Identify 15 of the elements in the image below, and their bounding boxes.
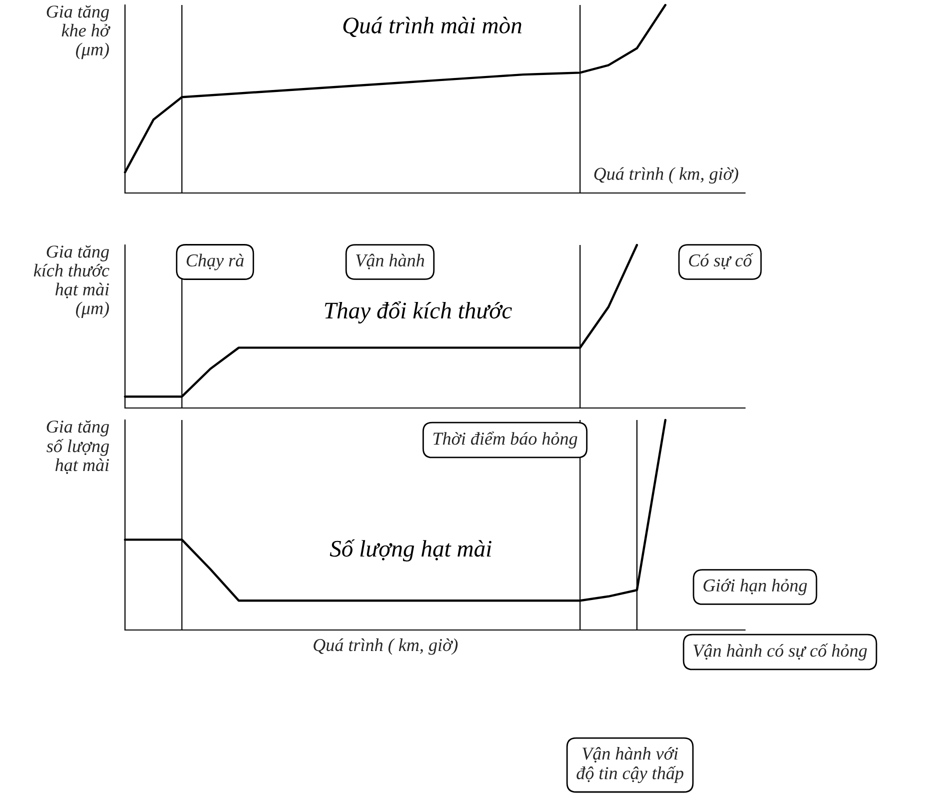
series-label: Quá trình mài mòn [343, 16, 522, 38]
series-label: Số lượng hạt mài [330, 539, 492, 562]
text: Vận hành với độ tin cậy thấp [576, 746, 684, 783]
y-axis-title: Gia tăng khe hở (μm) [46, 5, 110, 60]
x-axis-title: Quá trình ( km, giờ) [594, 167, 738, 184]
y-axis-title: Gia tăng kích thước hạt mài (μm) [34, 245, 110, 318]
annotation: Giới hạn hỏng [704, 578, 807, 596]
y-axis-title: Gia tăng số lượng hạt mài [46, 420, 109, 474]
annotation: Vận hành [356, 254, 424, 270]
x-axis-title: Quá trình ( km, giờ) [314, 638, 458, 655]
annotation: Thời điểm báo hỏng [433, 432, 578, 448]
annotation: Có sự cố [688, 253, 754, 270]
annotation: Chạy rà [186, 254, 244, 270]
text: Vận hành có sự cố hỏng [694, 644, 867, 660]
legend-label: Thay đổi kích thước [324, 301, 512, 324]
